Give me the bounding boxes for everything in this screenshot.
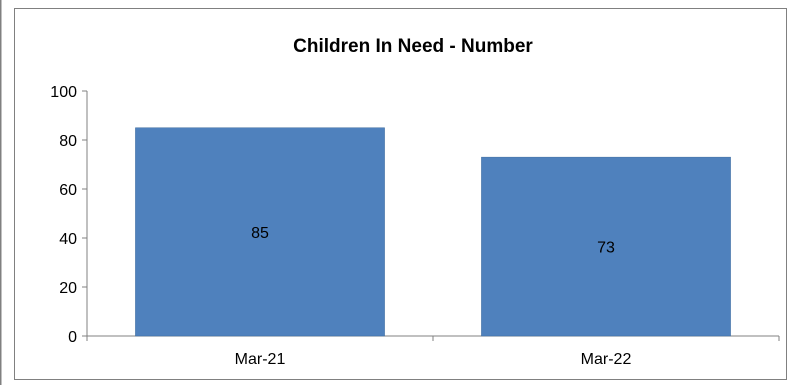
x-tick-label: Mar-21: [235, 351, 286, 368]
y-tick-label: 0: [68, 329, 77, 346]
data-labels-group: 85 73: [251, 225, 615, 257]
y-tick-label: 60: [59, 182, 77, 199]
y-tick-label: 100: [50, 84, 77, 101]
bars-group: [135, 127, 731, 337]
data-label: 73: [597, 240, 615, 257]
data-label: 85: [251, 225, 269, 242]
y-tick-label: 80: [59, 133, 77, 150]
bar-mar-22: [481, 156, 731, 337]
y-axis-ticks: 0 20 40 60 80 100: [50, 84, 87, 346]
y-tick-label: 40: [59, 231, 77, 248]
bar-mar-21: [135, 127, 385, 337]
x-axis-ticks: Mar-21 Mar-22: [86, 336, 780, 368]
y-tick-label: 20: [59, 280, 77, 297]
chart-title: Children In Need - Number: [293, 36, 533, 57]
x-tick-label: Mar-22: [581, 351, 632, 368]
